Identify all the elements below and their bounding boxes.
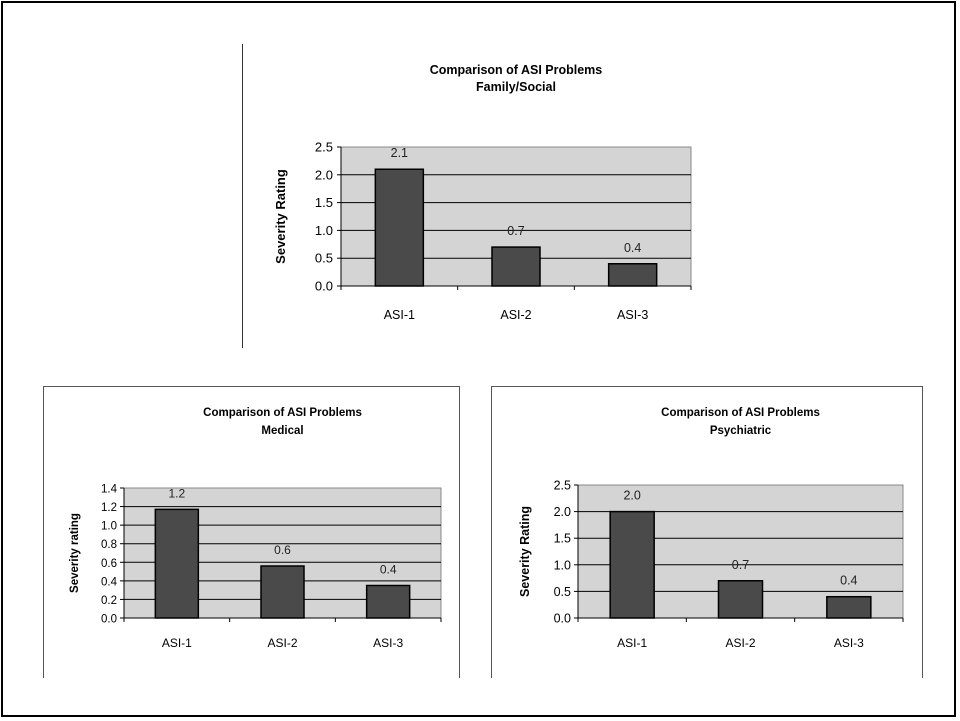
bar-asi-3 (365, 584, 411, 619)
x-tick-label: ASI-3 (617, 308, 648, 322)
y-axis-label: Severity Rating (518, 506, 532, 597)
data-label: 0.6 (274, 543, 291, 557)
x-tick-label: ASI-3 (834, 636, 864, 650)
y-tick-label: 2.0 (554, 505, 571, 519)
y-tick-label: 2.5 (315, 140, 333, 155)
y-tick-label: 1.0 (101, 521, 117, 533)
x-tick-label: ASI-3 (373, 636, 403, 650)
y-tick-label: 2.0 (315, 167, 333, 182)
y-tick-label: 1.4 (101, 484, 118, 496)
data-label: 0.4 (380, 563, 397, 577)
chart-subtitle: Psychiatric (710, 425, 772, 437)
data-label: 0.7 (732, 558, 749, 572)
chart-medical-svg: Comparison of ASI Problems Medical 0.0 0.2 0… (69, 407, 442, 650)
x-tick-label: ASI-1 (162, 636, 192, 650)
chart-family-social: Comparison of ASI Problems Family/Social 0… (242, 44, 712, 349)
data-label: 1.2 (168, 486, 185, 500)
chart-psychiatric-svg: Comparison of ASI Problems Psychiatric 0.0… (518, 407, 904, 650)
y-tick-label: 0.4 (101, 576, 118, 588)
chart-title: Comparison of ASI Problems (430, 63, 603, 77)
chart-title: Comparison of ASI Problems (661, 407, 820, 419)
bar-asi-1 (154, 508, 200, 619)
bar-asi-2 (491, 246, 541, 287)
y-tick-label: 2.5 (554, 479, 571, 493)
y-tick-label: 0.0 (315, 279, 333, 294)
y-tick-label: 0.2 (101, 595, 117, 607)
x-tick-label: ASI-1 (617, 636, 647, 650)
y-tick-label: 1.2 (101, 502, 117, 514)
bar-asi-1 (609, 510, 655, 619)
bar-asi-3 (826, 595, 872, 619)
y-tick-label: 0.8 (101, 539, 117, 551)
chart-subtitle: Medical (261, 425, 303, 437)
data-label: 0.7 (507, 224, 524, 238)
divider-line (242, 44, 243, 348)
x-tick-label: ASI-2 (267, 636, 297, 650)
x-tick-label: ASI-2 (500, 308, 531, 322)
y-axis-label: Severity rating (69, 513, 81, 593)
data-label: 0.4 (624, 241, 641, 255)
data-label: 0.4 (840, 574, 857, 588)
bar-asi-1 (374, 168, 425, 287)
chart-title: Comparison of ASI Problems (203, 407, 362, 419)
y-tick-label: 1.5 (554, 532, 571, 546)
y-axis-label: Severity Rating (273, 169, 288, 264)
data-label: 2.1 (391, 146, 408, 160)
y-tick-label: 0.5 (554, 585, 571, 599)
y-tick-label: 1.0 (315, 223, 333, 238)
x-tick-label: ASI-1 (384, 308, 415, 322)
y-tick-label: 1.0 (554, 558, 571, 572)
chart-subtitle: Family/Social (476, 80, 556, 94)
data-label: 2.0 (623, 489, 640, 503)
y-tick-label: 0.0 (101, 614, 117, 626)
x-tick-label: ASI-2 (725, 636, 755, 650)
y-tick-label: 0.0 (554, 612, 571, 626)
chart-psychiatric: Comparison of ASI Problems Psychiatric 0.0… (491, 386, 923, 678)
y-tick-label: 1.5 (315, 195, 333, 210)
y-tick-label: 0.5 (315, 251, 333, 266)
bar-asi-2 (260, 565, 305, 619)
y-tick-label: 0.6 (101, 558, 117, 570)
bar-asi-3 (607, 263, 658, 287)
bar-asi-2 (717, 580, 764, 619)
chart-medical: Comparison of ASI Problems Medical 0.0 0.2 0… (43, 386, 460, 678)
chart-family-svg: Comparison of ASI Problems Family/Social 0… (273, 63, 692, 322)
